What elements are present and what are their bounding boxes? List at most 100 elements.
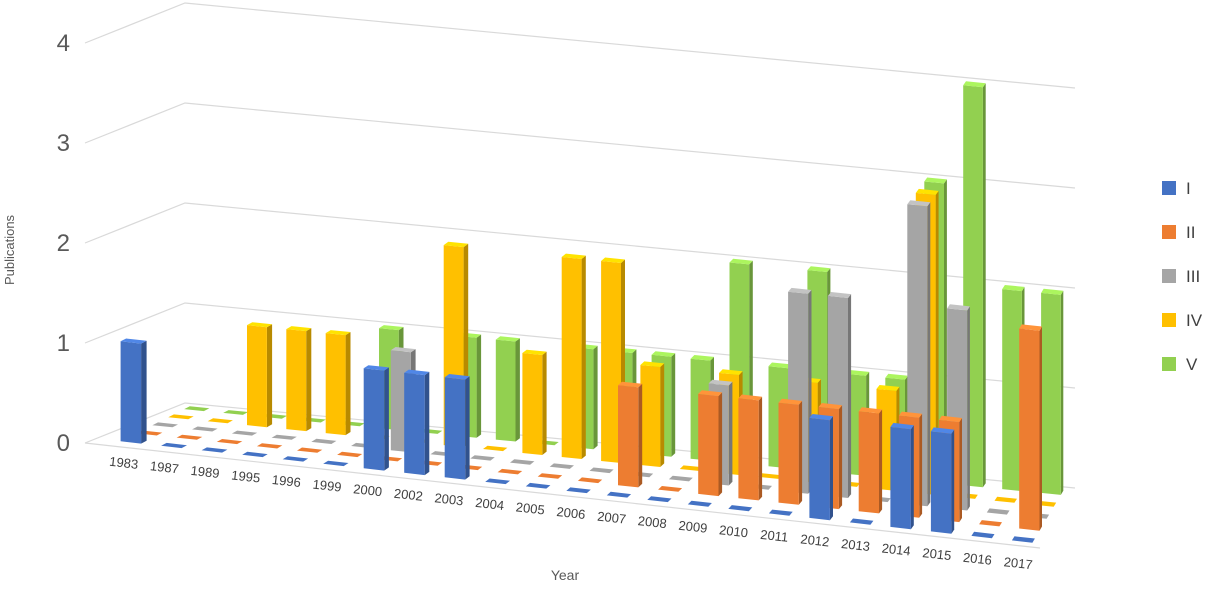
bars xyxy=(120,81,1064,534)
zero-marker xyxy=(986,508,1010,515)
bar xyxy=(738,394,763,501)
x-tick-label: 1983 xyxy=(109,454,139,472)
zero-marker xyxy=(485,478,510,485)
zero-marker xyxy=(242,451,268,458)
zero-marker xyxy=(282,456,309,462)
legend-swatch xyxy=(1162,313,1176,327)
bar xyxy=(809,414,833,521)
legend-swatch xyxy=(1162,225,1176,239)
zero-marker xyxy=(971,531,995,539)
bar xyxy=(640,361,665,467)
zero-marker xyxy=(311,438,337,444)
zero-marker xyxy=(549,463,574,469)
zero-marker xyxy=(849,518,874,525)
legend-label: II xyxy=(1186,223,1195,242)
zero-marker xyxy=(207,418,233,424)
y-tick-label: 0 xyxy=(57,430,70,457)
x-tick-label: 1989 xyxy=(190,463,220,481)
bar xyxy=(1041,288,1064,495)
zero-marker xyxy=(297,447,323,453)
x-tick-label: 2009 xyxy=(678,518,708,536)
y-axis-ticks: 0 1 2 3 4 xyxy=(57,30,70,457)
bar xyxy=(561,253,586,459)
zero-marker xyxy=(337,451,363,458)
zero-marker xyxy=(728,505,753,512)
x-tick-label: 2011 xyxy=(760,527,789,545)
zero-marker xyxy=(768,509,793,516)
bar xyxy=(930,427,955,534)
legend-label: III xyxy=(1186,267,1200,286)
bar xyxy=(404,369,430,476)
x-tick-label: 2003 xyxy=(434,490,464,508)
legend-label: V xyxy=(1186,355,1198,374)
zero-marker xyxy=(668,475,693,482)
zero-marker xyxy=(658,486,683,492)
bar xyxy=(120,338,147,444)
zero-marker xyxy=(161,442,187,449)
x-tick-label: 2012 xyxy=(800,531,830,549)
bar xyxy=(247,322,273,428)
bar xyxy=(286,326,312,432)
x-tick-label: 1996 xyxy=(271,472,301,490)
x-tick-label: 2010 xyxy=(718,522,748,540)
x-tick-label: 1999 xyxy=(312,477,342,495)
bar xyxy=(325,330,351,436)
zero-marker xyxy=(201,447,228,453)
x-tick-label: 2005 xyxy=(515,499,545,517)
zero-marker xyxy=(577,477,603,484)
x-tick-label: 1995 xyxy=(231,467,261,485)
legend-swatch xyxy=(1162,269,1176,283)
zero-marker xyxy=(497,468,523,475)
x-tick-label: 2015 xyxy=(922,545,952,563)
x-tick-label: 2002 xyxy=(393,486,423,504)
zero-marker xyxy=(979,520,1002,527)
y-tick-label: 1 xyxy=(57,330,70,357)
legend-swatch xyxy=(1162,357,1176,371)
x-tick-label: 2014 xyxy=(881,540,911,558)
x-tick-label: 2016 xyxy=(962,550,992,568)
x-tick-label: 2008 xyxy=(637,513,667,531)
y-axis-label: Publications xyxy=(2,214,17,285)
y-tick-label: 2 xyxy=(57,230,70,257)
zero-marker xyxy=(606,491,632,498)
x-tick-label: 2004 xyxy=(474,495,504,513)
x-tick-label: 1987 xyxy=(149,458,179,476)
y-tick-label: 4 xyxy=(57,30,70,57)
zero-marker xyxy=(192,426,218,432)
bar xyxy=(858,407,883,514)
zero-marker xyxy=(679,465,704,471)
zero-marker xyxy=(323,460,349,467)
x-tick-label: 2017 xyxy=(1003,554,1033,572)
x-tick-label: 2006 xyxy=(556,504,586,522)
x-tick-label: 2000 xyxy=(352,481,382,499)
floor-edge xyxy=(84,442,1041,549)
zero-marker xyxy=(647,496,672,503)
zero-marker xyxy=(152,422,178,428)
legend-label: I xyxy=(1186,179,1191,198)
bar xyxy=(778,398,803,505)
zero-marker xyxy=(168,414,194,420)
zero-marker xyxy=(510,459,535,465)
zero-marker xyxy=(184,406,210,412)
x-tick-label: 2013 xyxy=(840,536,870,554)
x-tick-label: 2007 xyxy=(596,509,626,527)
gridline xyxy=(84,102,1076,189)
bar xyxy=(522,349,547,455)
zero-marker xyxy=(537,473,563,479)
zero-marker xyxy=(176,434,203,440)
zero-marker xyxy=(1011,536,1035,543)
zero-marker xyxy=(994,496,1017,503)
x-axis-ticks: 1983 1987 1989 1995 1996 1999 2000 2002 2003 2004… xyxy=(109,454,1034,573)
y-tick-label: 3 xyxy=(57,130,70,157)
gridline xyxy=(84,202,1076,289)
zero-marker xyxy=(758,473,782,479)
bar xyxy=(363,365,389,471)
zero-marker xyxy=(231,430,258,436)
zero-marker xyxy=(470,455,495,461)
zero-marker xyxy=(256,443,283,449)
zero-marker xyxy=(525,482,551,489)
legend-swatch xyxy=(1162,181,1176,195)
gridline xyxy=(84,302,1076,389)
